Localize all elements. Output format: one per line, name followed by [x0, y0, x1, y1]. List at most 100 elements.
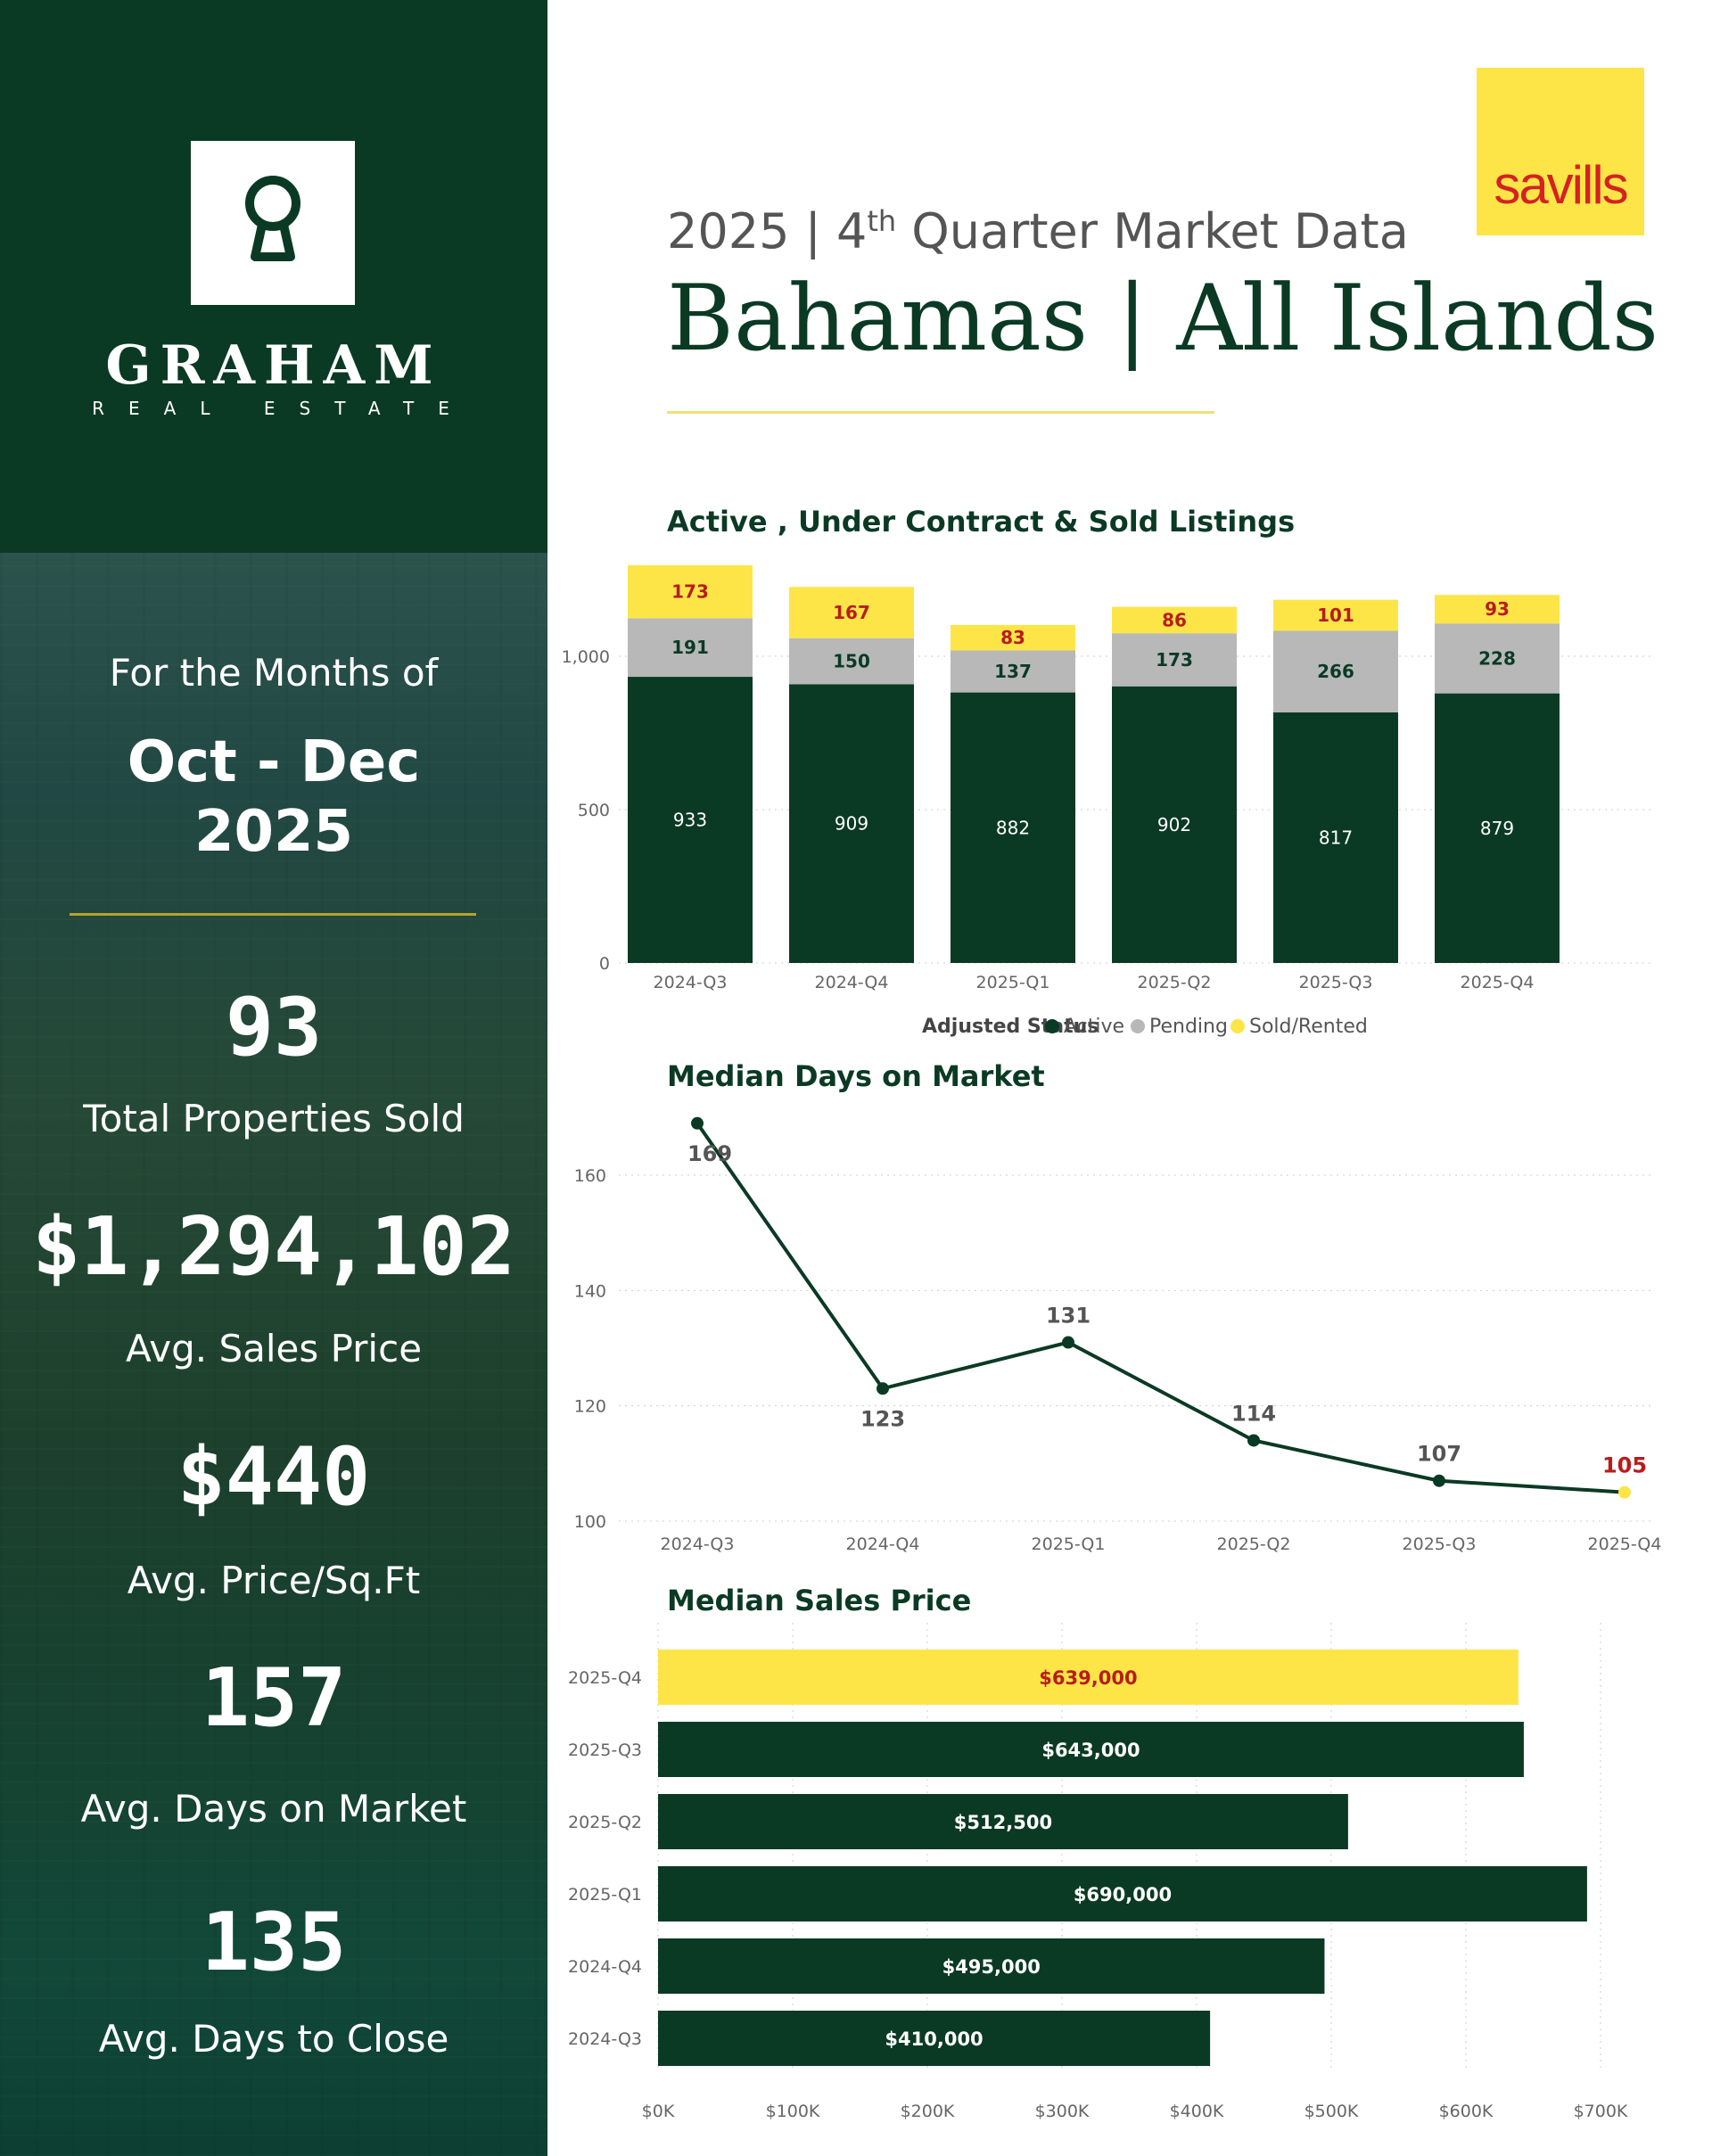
bar-segment-active — [789, 684, 914, 963]
bar-segment-pending — [1273, 630, 1398, 712]
x-tick-label: $600K — [1439, 2102, 1494, 2121]
header-divider — [667, 411, 1214, 414]
data-label: 173 — [671, 581, 709, 603]
bar-segment-soldrented — [1435, 595, 1560, 624]
stat-price-sqft-label: Avg. Price/Sq.Ft — [127, 1559, 421, 1602]
chart-listings-title: Active , Under Contract & Sold Listings — [667, 505, 1296, 539]
y-tick-label: 1,000 — [562, 647, 610, 667]
legend-label: Active — [1064, 1016, 1124, 1038]
x-tick-label: $100K — [766, 2102, 820, 2121]
stat-total-sold-label: Total Properties Sold — [83, 1097, 465, 1140]
stat-price-sqft-value: $440 — [177, 1430, 371, 1524]
data-label: 93 — [1485, 598, 1510, 620]
x-tick-label: 2024-Q4 — [846, 1535, 920, 1554]
data-point — [1618, 1485, 1631, 1499]
savills-logo-text: savills — [1494, 155, 1628, 215]
data-label: 228 — [1478, 647, 1516, 669]
bar-segment-active — [1273, 712, 1398, 963]
data-label: 105 — [1602, 1453, 1647, 1478]
x-tick-label: $300K — [1035, 2102, 1090, 2121]
data-label: 173 — [1156, 649, 1193, 671]
bar-segment-soldrented — [1112, 606, 1237, 634]
bar-segment-soldrented — [951, 624, 1075, 651]
bar-segment-pending — [951, 650, 1075, 693]
stat-avg-price-label: Avg. Sales Price — [125, 1327, 423, 1370]
y-tick-label: 2024-Q3 — [568, 2029, 642, 2049]
marina-aerial-photo — [0, 553, 547, 2156]
bar — [658, 1722, 1524, 1777]
data-label: 902 — [1157, 814, 1191, 835]
y-tick-label: 2025-Q4 — [568, 1668, 642, 1688]
data-point — [877, 1382, 889, 1395]
y-tick-label: 2025-Q2 — [568, 1813, 642, 1832]
bar — [658, 1938, 1325, 1994]
y-tick-label: 140 — [574, 1281, 606, 1301]
bar-segment-pending — [628, 618, 753, 678]
chart-days-title: Median Days on Market — [667, 1059, 1045, 1093]
bar-segment-pending — [1435, 623, 1560, 694]
data-label: 150 — [833, 651, 870, 672]
x-tick-label: $400K — [1170, 2102, 1224, 2121]
bar-segment-soldrented — [789, 587, 914, 638]
x-tick-label: 2025-Q1 — [1032, 1535, 1106, 1554]
legend-label: Sold/Rented — [1249, 1016, 1368, 1038]
bar-segment-active — [951, 692, 1075, 963]
y-tick-label: 2025-Q1 — [568, 1885, 642, 1905]
bar — [658, 1650, 1519, 1705]
x-tick-label: 2025-Q1 — [976, 973, 1050, 992]
chart-price-title: Median Sales Price — [667, 1584, 972, 1617]
data-label: 191 — [671, 637, 709, 658]
period-months: Oct - Dec — [127, 729, 421, 795]
y-tick-label: 120 — [574, 1397, 606, 1417]
data-label: 882 — [996, 817, 1030, 838]
stat-total-sold-value: 93 — [225, 981, 323, 1074]
data-label: 131 — [1046, 1304, 1091, 1329]
data-label: $512,500 — [954, 1812, 1052, 1833]
data-point — [691, 1116, 704, 1130]
data-label: 83 — [1000, 627, 1025, 648]
period-label: For the Months of — [109, 651, 439, 695]
sidebar: GRAHAM REAL ESTATE For the Months of Oct… — [0, 0, 547, 2156]
bar-segment-pending — [789, 638, 914, 685]
data-label: $639,000 — [1039, 1667, 1137, 1689]
data-label: 114 — [1231, 1401, 1276, 1426]
x-tick-label: 2024-Q3 — [661, 1535, 735, 1554]
data-label: 86 — [1162, 609, 1187, 630]
sidebar-divider — [70, 913, 476, 916]
data-label: 137 — [994, 661, 1032, 682]
x-tick-label: 2025-Q3 — [1403, 1535, 1477, 1554]
page-subtitle: 2025 | 4th Quarter Market Data — [667, 203, 1409, 259]
keyhole-logo-icon — [245, 176, 300, 261]
data-label: 101 — [1317, 605, 1354, 626]
stat-days-market-label: Avg. Days on Market — [80, 1787, 467, 1831]
data-point — [1062, 1336, 1074, 1349]
chart-days-on-market: 100 120 140 160 169 2024-Q3 123 2024-Q4 131 2025-… — [574, 1116, 1662, 1554]
brand-logo — [191, 141, 355, 305]
legend-marker-soldrented — [1230, 1019, 1245, 1033]
brand-name: GRAHAM — [105, 334, 442, 397]
y-tick-label: 500 — [578, 801, 610, 820]
x-tick-label: $200K — [901, 2102, 955, 2121]
data-label: 909 — [835, 813, 868, 835]
bar-segment-active — [1112, 686, 1237, 963]
bar-segment-pending — [1112, 633, 1237, 687]
bar — [658, 1866, 1587, 1921]
x-tick-label: $700K — [1574, 2102, 1628, 2121]
series-line — [696, 1122, 1626, 1494]
y-tick-label: 2025-Q3 — [568, 1740, 642, 1760]
y-tick-label: 100 — [574, 1512, 606, 1532]
data-label: 123 — [860, 1406, 905, 1431]
y-tick-label: 160 — [574, 1166, 606, 1186]
legend-title: Adjusted Status — [922, 1016, 1099, 1038]
legend-label: Pending — [1149, 1016, 1228, 1038]
data-label: 169 — [687, 1141, 732, 1166]
brand-subtitle: REAL ESTATE — [92, 398, 473, 419]
bar-segment-active — [1435, 693, 1560, 963]
bar-segment-soldrented — [628, 564, 753, 619]
savills-logo: savills — [1477, 68, 1644, 235]
x-tick-label: 2025-Q4 — [1588, 1535, 1662, 1554]
data-label: $495,000 — [942, 1956, 1041, 1978]
legend-marker-active — [1045, 1019, 1059, 1033]
x-tick-label: 2024-Q3 — [654, 973, 728, 992]
data-label: $690,000 — [1074, 1884, 1172, 1905]
